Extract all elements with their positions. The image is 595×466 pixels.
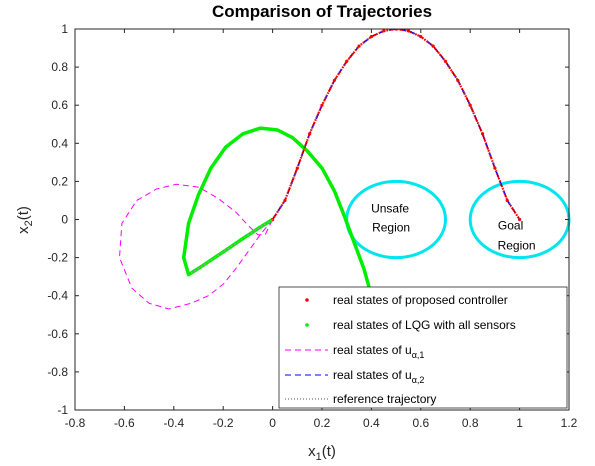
- legend-label-proposed: real states of proposed controller: [333, 293, 508, 307]
- chart-title: Comparison of Trajectories: [212, 2, 432, 21]
- region-label-line2: Region: [498, 239, 536, 253]
- x-tick-label: 0.6: [412, 416, 429, 430]
- y-tick-label: -0.8: [47, 365, 68, 379]
- x-tick-label: -0.4: [163, 416, 184, 430]
- x-tick-label: -0.8: [65, 416, 86, 430]
- ticks-layer: -0.8 -0.6 -0.4 -0.2 0 0.2 0.4 0.6 0.8 1 1.2-1-0.8-…: [47, 22, 577, 430]
- legend-marker-lqg: [305, 323, 309, 327]
- series-overlap-segment: [188, 218, 273, 276]
- data-point-proposed: [357, 44, 361, 48]
- legend-label-u-alpha2: real states of uα,2: [333, 368, 424, 385]
- data-point-proposed: [295, 166, 299, 170]
- y-tick-label: 0.2: [51, 174, 68, 188]
- legend-marker-proposed: [305, 298, 309, 302]
- x-tick-label: -0.2: [213, 416, 234, 430]
- legend: real states of proposed controller real …: [278, 286, 568, 409]
- y-tick-label: -0.6: [47, 327, 68, 341]
- x-tick-label: 1: [516, 416, 523, 430]
- region-label-line1: Goal: [498, 219, 523, 233]
- data-point-proposed: [456, 78, 460, 83]
- data-point-proposed: [443, 59, 448, 63]
- data-point-proposed: [419, 35, 423, 39]
- legend-label-lqg: real states of LQG with all sensors: [333, 318, 516, 332]
- x-tick-label: 0.2: [314, 416, 331, 430]
- data-point-proposed: [332, 78, 336, 83]
- legend-label-u-alpha1: real states of uα,1: [333, 343, 424, 360]
- y-tick-label: 0.8: [51, 60, 68, 74]
- data-point-proposed: [308, 132, 312, 136]
- data-point-proposed: [505, 198, 509, 203]
- data-point-proposed: [518, 217, 522, 222]
- x-tick-label: -0.6: [114, 416, 135, 430]
- region-label-line2: Region: [372, 221, 410, 235]
- y-tick-label: 0: [61, 213, 68, 227]
- y-tick-label: 1: [61, 22, 68, 36]
- x-axis-label: x1(t): [308, 443, 336, 463]
- x-tick-label: 0.4: [363, 416, 380, 430]
- data-point-proposed: [468, 103, 472, 107]
- x-tick-label: 0: [269, 416, 276, 430]
- series-reference: [272, 29, 521, 220]
- y-tick-label: -0.4: [47, 289, 68, 303]
- legend-label-reference: reference trajectory: [333, 392, 436, 406]
- data-point-proposed: [382, 29, 386, 33]
- x-tick-label: 1.2: [561, 416, 578, 430]
- series-u-alpha-2: [271, 29, 521, 220]
- legend-box: [278, 286, 568, 409]
- region-label-line1: Unsafe: [371, 202, 409, 216]
- series-u-alpha-1: [118, 183, 274, 310]
- data-point-proposed: [345, 59, 349, 63]
- data-point-proposed: [431, 44, 435, 48]
- data-point-proposed: [369, 35, 373, 39]
- series-layer: [118, 29, 522, 325]
- series-lqg-all-sensors: [181, 126, 383, 325]
- y-tick-label: -1: [57, 403, 68, 417]
- y-tick-label: 0.4: [51, 136, 68, 150]
- data-point-proposed: [406, 29, 411, 33]
- y-tick-label: -0.2: [47, 251, 68, 265]
- data-point-proposed: [493, 166, 497, 170]
- data-point-proposed: [480, 132, 485, 136]
- data-point-proposed: [283, 198, 287, 203]
- y-tick-label: 0.6: [51, 98, 68, 112]
- x-tick-label: 0.8: [462, 416, 479, 430]
- y-axis-label: x2(t): [15, 206, 35, 234]
- data-point-proposed: [320, 103, 324, 107]
